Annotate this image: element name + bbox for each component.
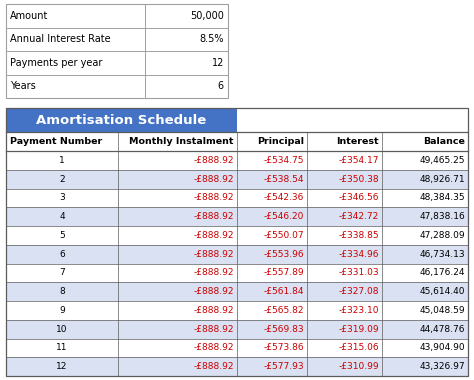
Text: -£561.84: -£561.84 bbox=[264, 287, 304, 296]
Text: 48,384.35: 48,384.35 bbox=[419, 193, 465, 203]
Text: 43,904.90: 43,904.90 bbox=[419, 344, 465, 352]
Text: 7: 7 bbox=[59, 268, 65, 277]
Text: -£888.92: -£888.92 bbox=[193, 250, 234, 259]
Text: 12: 12 bbox=[56, 362, 68, 371]
Text: 45,614.40: 45,614.40 bbox=[419, 287, 465, 296]
Text: 49,465.25: 49,465.25 bbox=[419, 156, 465, 165]
Text: -£888.92: -£888.92 bbox=[193, 193, 234, 203]
Text: 4: 4 bbox=[59, 212, 65, 221]
Text: -£319.09: -£319.09 bbox=[338, 325, 379, 334]
Text: -£888.92: -£888.92 bbox=[193, 306, 234, 315]
Text: 45,048.59: 45,048.59 bbox=[419, 306, 465, 315]
Text: Payment Number: Payment Number bbox=[10, 137, 102, 146]
Bar bbox=[6, 4, 228, 98]
Text: 50,000: 50,000 bbox=[190, 11, 224, 21]
Text: -£888.92: -£888.92 bbox=[193, 268, 234, 277]
Text: 9: 9 bbox=[59, 306, 65, 315]
Text: Interest: Interest bbox=[337, 137, 379, 146]
Bar bbox=[6, 263, 468, 282]
Text: 3: 3 bbox=[59, 193, 65, 203]
Text: Years: Years bbox=[10, 81, 36, 91]
Text: -£888.92: -£888.92 bbox=[193, 344, 234, 352]
Text: -£354.17: -£354.17 bbox=[338, 156, 379, 165]
Bar bbox=[6, 301, 468, 320]
Text: 46,734.13: 46,734.13 bbox=[419, 250, 465, 259]
Text: 47,288.09: 47,288.09 bbox=[419, 231, 465, 240]
Bar bbox=[6, 245, 468, 263]
Text: Payments per year: Payments per year bbox=[10, 58, 102, 68]
Text: Balance: Balance bbox=[423, 137, 465, 146]
Text: -£888.92: -£888.92 bbox=[193, 231, 234, 240]
Text: Monthly Instalment: Monthly Instalment bbox=[129, 137, 234, 146]
Text: 12: 12 bbox=[211, 58, 224, 68]
Text: -£565.82: -£565.82 bbox=[264, 306, 304, 315]
Text: 6: 6 bbox=[218, 81, 224, 91]
Text: 6: 6 bbox=[59, 250, 65, 259]
Text: -£546.20: -£546.20 bbox=[264, 212, 304, 221]
Bar bbox=[6, 132, 468, 151]
Bar bbox=[6, 188, 468, 207]
Bar bbox=[6, 170, 468, 188]
Text: -£342.72: -£342.72 bbox=[339, 212, 379, 221]
Text: 11: 11 bbox=[56, 344, 68, 352]
Bar bbox=[6, 108, 237, 132]
Bar bbox=[6, 339, 468, 357]
Text: Amount: Amount bbox=[10, 11, 48, 21]
Bar bbox=[6, 282, 468, 301]
Text: -£888.92: -£888.92 bbox=[193, 362, 234, 371]
Bar bbox=[6, 357, 468, 376]
Text: -£577.93: -£577.93 bbox=[264, 362, 304, 371]
Text: -£542.36: -£542.36 bbox=[264, 193, 304, 203]
Text: -£327.08: -£327.08 bbox=[338, 287, 379, 296]
Text: -£888.92: -£888.92 bbox=[193, 287, 234, 296]
Text: -£323.10: -£323.10 bbox=[338, 306, 379, 315]
Bar bbox=[6, 226, 468, 245]
Text: -£534.75: -£534.75 bbox=[264, 156, 304, 165]
Text: -£888.92: -£888.92 bbox=[193, 325, 234, 334]
Text: -£331.03: -£331.03 bbox=[338, 268, 379, 277]
Text: -£550.07: -£550.07 bbox=[264, 231, 304, 240]
Text: Annual Interest Rate: Annual Interest Rate bbox=[10, 34, 110, 44]
Text: 5: 5 bbox=[59, 231, 65, 240]
Text: -£346.56: -£346.56 bbox=[338, 193, 379, 203]
Text: 8.5%: 8.5% bbox=[200, 34, 224, 44]
Text: -£888.92: -£888.92 bbox=[193, 175, 234, 184]
Bar bbox=[6, 320, 468, 339]
Text: -£334.96: -£334.96 bbox=[338, 250, 379, 259]
Text: -£888.92: -£888.92 bbox=[193, 156, 234, 165]
Text: -£315.06: -£315.06 bbox=[338, 344, 379, 352]
Text: 44,478.76: 44,478.76 bbox=[419, 325, 465, 334]
Text: -£538.54: -£538.54 bbox=[264, 175, 304, 184]
Text: Principal: Principal bbox=[257, 137, 304, 146]
Bar bbox=[6, 207, 468, 226]
Text: -£310.99: -£310.99 bbox=[338, 362, 379, 371]
Bar bbox=[6, 151, 468, 170]
Text: 47,838.16: 47,838.16 bbox=[419, 212, 465, 221]
Text: -£553.96: -£553.96 bbox=[264, 250, 304, 259]
Text: 48,926.71: 48,926.71 bbox=[419, 175, 465, 184]
Text: -£350.38: -£350.38 bbox=[338, 175, 379, 184]
Text: 1: 1 bbox=[59, 156, 65, 165]
Text: -£573.86: -£573.86 bbox=[264, 344, 304, 352]
Text: 8: 8 bbox=[59, 287, 65, 296]
Text: 46,176.24: 46,176.24 bbox=[419, 268, 465, 277]
Bar bbox=[6, 108, 468, 376]
Text: -£557.89: -£557.89 bbox=[264, 268, 304, 277]
Text: 10: 10 bbox=[56, 325, 68, 334]
Text: -£569.83: -£569.83 bbox=[264, 325, 304, 334]
Text: -£338.85: -£338.85 bbox=[338, 231, 379, 240]
Text: Amortisation Schedule: Amortisation Schedule bbox=[36, 114, 207, 127]
Text: 2: 2 bbox=[59, 175, 65, 184]
Text: -£888.92: -£888.92 bbox=[193, 212, 234, 221]
Text: 43,326.97: 43,326.97 bbox=[419, 362, 465, 371]
